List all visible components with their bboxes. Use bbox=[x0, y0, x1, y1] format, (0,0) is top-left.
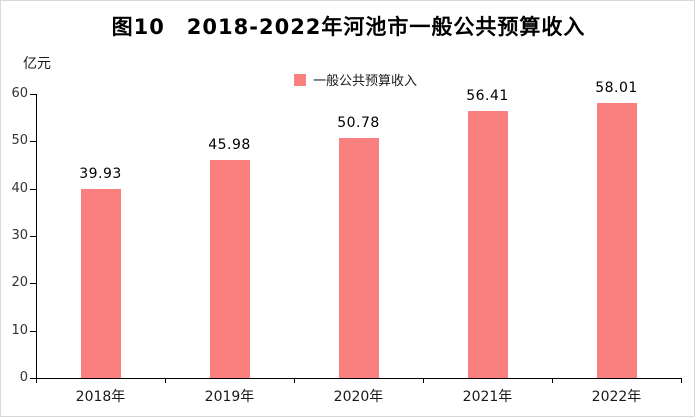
y-tick-label: 10 bbox=[11, 322, 28, 338]
y-axis-tick bbox=[30, 188, 36, 190]
y-tick-label: 0 bbox=[19, 370, 28, 385]
x-axis-tick bbox=[165, 378, 166, 383]
y-axis-line bbox=[36, 94, 37, 379]
x-tick-label: 2019年 bbox=[204, 389, 255, 405]
bar bbox=[338, 137, 379, 378]
y-axis-tick bbox=[30, 378, 36, 379]
legend: 一般公共预算收入 bbox=[294, 70, 417, 89]
bar bbox=[80, 188, 121, 378]
y-tick-label: 60 bbox=[11, 86, 28, 101]
x-axis-line bbox=[36, 378, 682, 379]
bar bbox=[596, 103, 637, 378]
legend-swatch-icon bbox=[294, 73, 306, 86]
y-axis-tick bbox=[30, 330, 36, 332]
x-tick-label: 2020年 bbox=[333, 389, 384, 405]
bar bbox=[467, 110, 508, 378]
y-axis-tick bbox=[30, 283, 36, 285]
legend-label: 一般公共预算收入 bbox=[313, 74, 418, 89]
x-tick-label: 2018年 bbox=[75, 389, 126, 405]
y-axis-unit-label: 亿元 bbox=[23, 56, 51, 72]
bar-value-label: 45.98 bbox=[208, 137, 251, 154]
x-axis-tick bbox=[423, 378, 424, 383]
x-tick-label: 2021年 bbox=[462, 389, 513, 405]
y-axis-tick bbox=[30, 236, 36, 237]
y-tick-label: 50 bbox=[11, 133, 28, 149]
bar-value-label: 56.41 bbox=[466, 87, 509, 104]
y-tick-label: 20 bbox=[11, 275, 28, 291]
x-axis-tick bbox=[294, 378, 295, 383]
x-tick-label: 2022年 bbox=[591, 389, 642, 405]
x-axis-tick bbox=[36, 378, 37, 383]
bar-value-label: 39.93 bbox=[79, 165, 122, 182]
bar-value-label: 50.78 bbox=[337, 114, 380, 131]
y-tick-label: 40 bbox=[11, 180, 28, 196]
bar-value-label: 58.01 bbox=[595, 80, 638, 97]
x-axis-tick bbox=[681, 378, 682, 383]
y-axis-tick bbox=[30, 141, 36, 143]
y-axis-tick bbox=[30, 94, 36, 95]
bar bbox=[209, 160, 250, 378]
x-axis-tick bbox=[552, 378, 553, 383]
chart-title: 图10 2018-2022年河池市一般公共预算收入 bbox=[111, 15, 586, 39]
y-tick-label: 30 bbox=[11, 228, 28, 243]
